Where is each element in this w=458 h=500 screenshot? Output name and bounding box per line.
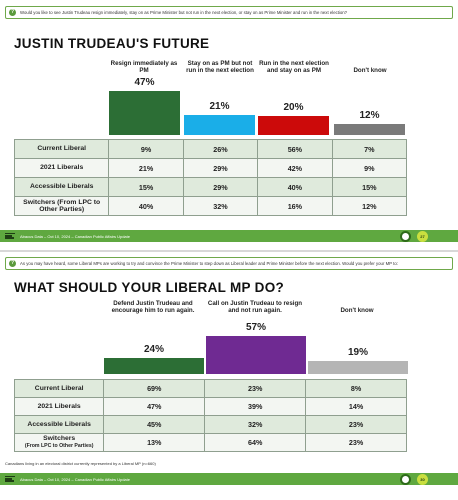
question-box: ? As you may have heard, some Liberal MP…: [5, 257, 453, 270]
row-label: 2021 Liberals: [13, 397, 105, 416]
column-header: Stay on as PM but not run in the next el…: [186, 60, 254, 75]
bar: [258, 116, 329, 135]
data-table: Current Liberal 69% 23% 8% 2021 Liberals 47% 3…: [13, 379, 407, 452]
question-icon: ?: [9, 9, 16, 16]
table-cell: 9%: [331, 158, 408, 178]
data-label: 19%: [347, 347, 368, 358]
data-label: 57%: [245, 322, 266, 333]
column-header: Don't know: [340, 307, 374, 314]
table-cell: 40%: [257, 177, 333, 197]
question-icon: ?: [9, 260, 16, 267]
footer-text: Abacus Data – Oct 10, 2024 – Canadian Pu…: [20, 477, 130, 482]
table-cell: 29%: [182, 177, 259, 197]
table-row: Switchers (From LPC to Other Parties) 40%…: [13, 196, 408, 216]
row-label: Accessible Liberals: [13, 177, 110, 197]
footer-bar: Abacus Data – Oct 10, 2024 – Canadian Pu…: [0, 473, 458, 485]
table-row: 2021 Liberals 21% 29% 42% 9%: [13, 158, 408, 178]
data-label: 21%: [209, 101, 230, 112]
table-cell: 45%: [103, 415, 206, 434]
slide-liberal-mp: ? As you may have heard, some Liberal MP…: [0, 252, 458, 500]
table-cell: 42%: [257, 158, 333, 178]
table-cell: 9%: [108, 139, 184, 159]
column-header: Don't know: [353, 67, 387, 74]
table-cell: 32%: [182, 196, 259, 216]
slide-title: WHAT SHOULD YOUR LIBERAL MP DO?: [14, 280, 285, 295]
data-label: 24%: [143, 344, 164, 355]
question-box: ? Would you like to see Justin Trudeau r…: [5, 6, 453, 19]
bar: [206, 336, 306, 374]
row-label: Accessible Liberals: [13, 415, 105, 434]
table-cell: 56%: [257, 139, 333, 159]
slide-divider: [0, 250, 458, 252]
footer-text: Abacus Data – Oct 10, 2024 – Canadian Pu…: [20, 234, 130, 239]
table-cell: 32%: [204, 415, 307, 434]
column-header: Defend Justin Trudeau and encourage him …: [111, 300, 195, 315]
table-row: 2021 Liberals 47% 39% 14%: [13, 397, 407, 416]
ring-logo-icon: [400, 473, 411, 485]
bar: [109, 91, 180, 135]
data-label: 47%: [134, 77, 155, 88]
row-label: Current Liberal: [13, 379, 105, 398]
table-cell: 47%: [103, 397, 206, 416]
abacus-logo-icon: [5, 233, 15, 239]
ring-logo-icon: [400, 230, 411, 242]
table-cell: 39%: [204, 397, 307, 416]
data-table: Current Liberal 9% 26% 56% 7% 2021 Liberals 21…: [13, 139, 408, 216]
table-cell: 14%: [305, 397, 407, 416]
table-cell: 13%: [103, 433, 206, 452]
bar: [308, 361, 408, 374]
row-label: Switchers (From LPC to Other Parties): [13, 433, 105, 452]
table-row: Current Liberal 9% 26% 56% 7%: [13, 139, 408, 159]
table-cell: 64%: [204, 433, 307, 452]
footer-bar: Abacus Data – Oct 10, 2024 – Canadian Pu…: [0, 230, 458, 242]
table-cell: 8%: [305, 379, 407, 398]
row-label: 2021 Liberals: [13, 158, 110, 178]
bar: [334, 124, 405, 135]
table-cell: 40%: [108, 196, 184, 216]
page-number: 30: [417, 473, 428, 485]
slide-trudeau-future: ? Would you like to see Justin Trudeau r…: [0, 6, 458, 242]
slide-title: JUSTIN TRUDEAU'S FUTURE: [14, 36, 210, 51]
table-cell: 23%: [305, 415, 407, 434]
table-row: Switchers (From LPC to Other Parties) 13% 6…: [13, 433, 407, 452]
row-label: Switchers (From LPC to Other Parties): [13, 196, 110, 216]
table-cell: 23%: [204, 379, 307, 398]
column-header: Run in the next election and stay on as …: [259, 60, 329, 75]
table-cell: 7%: [331, 139, 408, 159]
abacus-logo-icon: [5, 476, 15, 482]
table-cell: 16%: [257, 196, 333, 216]
data-label: 20%: [283, 102, 304, 113]
table-cell: 26%: [182, 139, 259, 159]
sample-note: Canadians living in an electoral distric…: [5, 461, 156, 466]
table-cell: 12%: [331, 196, 408, 216]
table-cell: 15%: [331, 177, 408, 197]
page-number: 27: [417, 230, 428, 242]
column-header: Resign immediately as PM: [110, 60, 178, 75]
table-cell: 15%: [108, 177, 184, 197]
table-row: Accessible Liberals 15% 29% 40% 15%: [13, 177, 408, 197]
table-cell: 23%: [305, 433, 407, 452]
table-cell: 29%: [182, 158, 259, 178]
bar: [104, 358, 204, 374]
table-cell: 69%: [103, 379, 206, 398]
question-text: As you may have heard, some Liberal MPs …: [20, 261, 398, 266]
question-text: Would you like to see Justin Trudeau res…: [20, 10, 348, 15]
table-cell: 21%: [108, 158, 184, 178]
data-label: 12%: [359, 110, 380, 121]
column-header: Call on Justin Trudeau to resign and not…: [207, 300, 303, 315]
row-label: Current Liberal: [13, 139, 110, 159]
table-row: Current Liberal 69% 23% 8%: [13, 379, 407, 398]
table-row: Accessible Liberals 45% 32% 23%: [13, 415, 407, 434]
bar: [184, 115, 255, 135]
